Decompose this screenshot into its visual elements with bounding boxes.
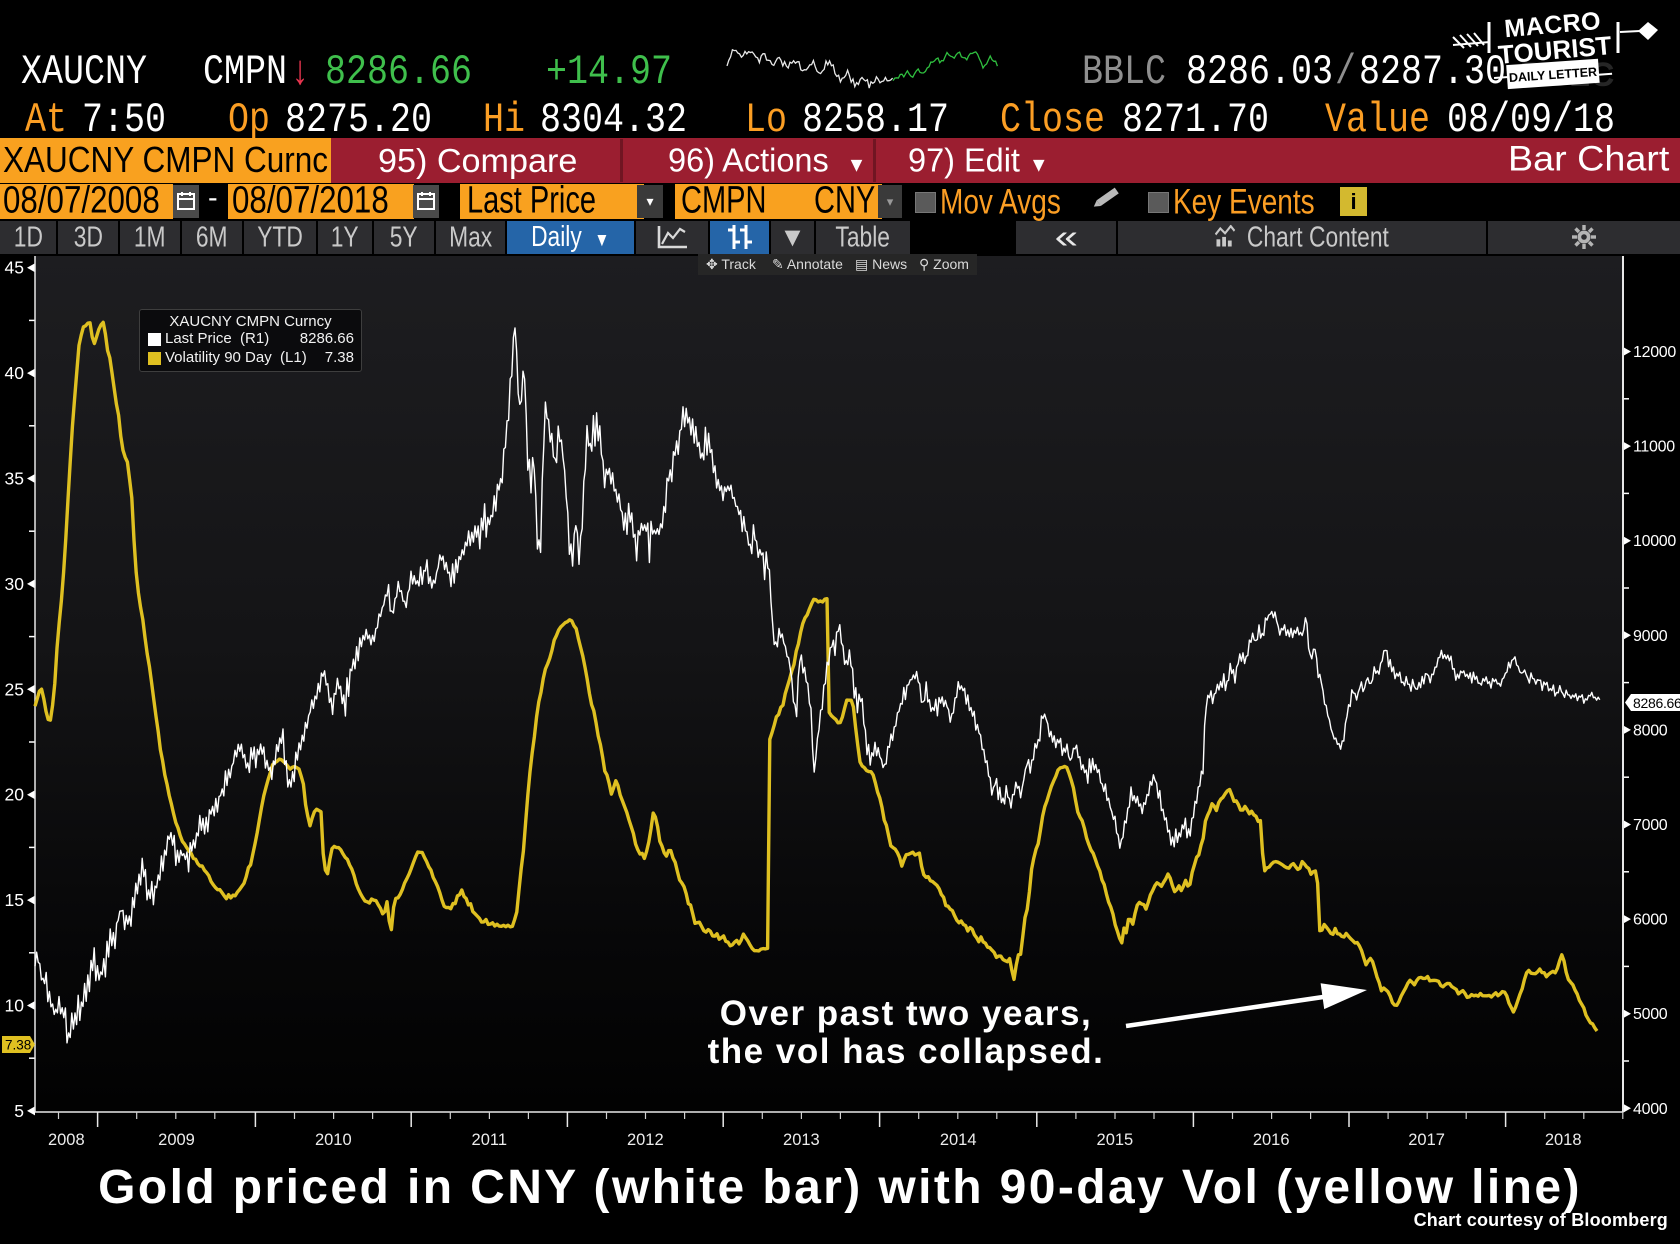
svg-text:6000: 6000: [1633, 912, 1668, 929]
svg-text:4000: 4000: [1633, 1101, 1668, 1118]
svg-text:11000: 11000: [1633, 439, 1675, 456]
svg-text:35: 35: [5, 469, 24, 489]
svg-text:2015: 2015: [1097, 1131, 1134, 1149]
svg-text:8000: 8000: [1633, 722, 1668, 739]
svg-text:40: 40: [5, 363, 25, 383]
svg-text:10000: 10000: [1633, 533, 1676, 550]
svg-text:2012: 2012: [627, 1131, 664, 1149]
svg-text:7.38: 7.38: [5, 1038, 31, 1053]
svg-text:45: 45: [5, 258, 24, 278]
svg-text:25: 25: [5, 679, 24, 699]
svg-text:2018: 2018: [1545, 1131, 1582, 1149]
svg-text:2011: 2011: [472, 1131, 507, 1149]
svg-text:12000: 12000: [1633, 344, 1676, 361]
svg-text:9000: 9000: [1633, 628, 1668, 645]
svg-text:2009: 2009: [158, 1131, 195, 1149]
svg-text:5000: 5000: [1633, 1006, 1668, 1023]
svg-text:20: 20: [5, 785, 25, 805]
svg-text:DAILY LETTER: DAILY LETTER: [1509, 65, 1598, 85]
svg-text:7000: 7000: [1633, 817, 1668, 834]
svg-text:5: 5: [14, 1101, 24, 1121]
svg-text:30: 30: [5, 574, 25, 594]
svg-text:2013: 2013: [783, 1131, 820, 1149]
svg-text:10: 10: [5, 996, 25, 1016]
svg-text:8286.66: 8286.66: [1633, 695, 1680, 711]
svg-text:2014: 2014: [940, 1131, 977, 1149]
svg-text:15: 15: [5, 890, 24, 910]
svg-text:2008: 2008: [48, 1131, 85, 1149]
svg-text:2017: 2017: [1408, 1131, 1445, 1149]
svg-text:2010: 2010: [315, 1131, 352, 1149]
svg-text:2016: 2016: [1253, 1131, 1290, 1149]
